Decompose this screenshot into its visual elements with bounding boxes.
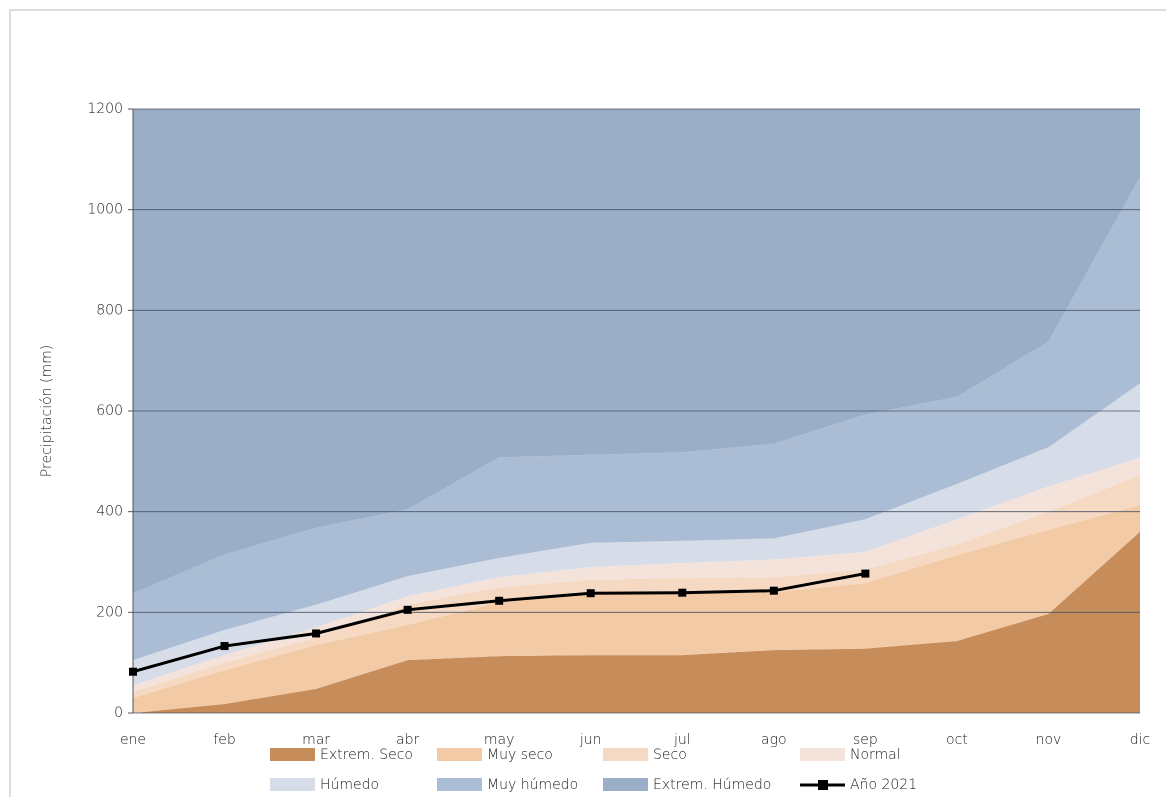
legend-swatch bbox=[437, 778, 482, 791]
legend-swatch bbox=[270, 748, 315, 761]
legend-swatch bbox=[603, 778, 648, 791]
legend-label: Extrem. Húmedo bbox=[653, 777, 771, 793]
legend-swatch bbox=[437, 748, 482, 761]
x-tick-label: mar bbox=[302, 732, 330, 748]
x-tick-label: may bbox=[484, 732, 515, 748]
y-tick-label: 600 bbox=[96, 403, 123, 419]
marker bbox=[403, 605, 412, 614]
legend-label: Año 2021 bbox=[850, 777, 917, 793]
legend-label: Muy húmedo bbox=[487, 777, 578, 793]
area bbox=[133, 531, 1140, 713]
legend-label: Muy seco bbox=[487, 747, 553, 763]
x-tick-label: oct bbox=[946, 732, 968, 748]
y-axis-label: Precipitación (mm) bbox=[39, 345, 55, 477]
marker bbox=[678, 588, 687, 597]
y-tick-label: 0 bbox=[114, 705, 123, 721]
legend-swatch bbox=[270, 778, 315, 791]
legend-swatch bbox=[800, 748, 845, 761]
marker bbox=[312, 629, 321, 638]
legend-label: Seco bbox=[653, 747, 687, 763]
x-tick-label: dic bbox=[1130, 732, 1150, 748]
y-tick-label: 800 bbox=[96, 302, 123, 318]
area bbox=[133, 457, 1140, 692]
marker bbox=[861, 569, 870, 578]
legend-swatch bbox=[603, 748, 648, 761]
marker bbox=[220, 642, 229, 651]
x-tick-label: nov bbox=[1036, 732, 1062, 748]
y-tick-label: 1200 bbox=[87, 101, 123, 117]
marker bbox=[586, 589, 595, 598]
area bbox=[133, 474, 1140, 698]
x-tick-label: jul bbox=[673, 732, 691, 748]
area bbox=[133, 176, 1140, 661]
marker bbox=[769, 586, 778, 595]
y-tick-label: 400 bbox=[96, 504, 123, 520]
x-tick-label: sep bbox=[853, 732, 878, 748]
y-tick-label: 200 bbox=[96, 604, 123, 620]
marker bbox=[129, 667, 137, 676]
x-tick-label: jun bbox=[579, 732, 602, 748]
marker bbox=[495, 596, 504, 605]
y-tick-label: 1000 bbox=[87, 202, 123, 218]
area bbox=[133, 109, 1140, 594]
legend-label: Extrem. Seco bbox=[320, 747, 413, 763]
x-tick-label: abr bbox=[396, 732, 419, 748]
legend-label: Húmedo bbox=[320, 777, 379, 793]
x-tick-label: ago bbox=[761, 732, 787, 748]
legend-label: Normal bbox=[850, 747, 901, 763]
x-tick-label: ene bbox=[120, 732, 146, 748]
area bbox=[133, 505, 1140, 713]
legend-marker bbox=[818, 780, 828, 790]
x-tick-label: feb bbox=[213, 732, 235, 748]
